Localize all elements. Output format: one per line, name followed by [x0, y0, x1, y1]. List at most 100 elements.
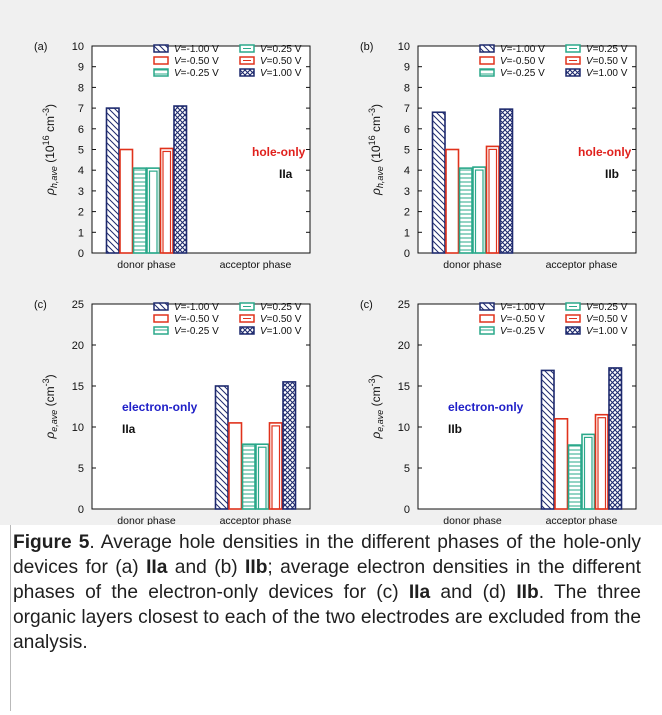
legend-label: V=-0.25 V [500, 326, 545, 337]
y-tick-label: 0 [404, 248, 410, 260]
y-tick-label: 9 [404, 62, 410, 74]
y-axis-label: ρh,ave (1016 cm-3) [41, 104, 59, 196]
bar-inner-outline [474, 169, 484, 254]
device-name-annotation: IIb [448, 422, 462, 436]
bar [132, 167, 147, 254]
bar-inner-outline [597, 417, 607, 510]
y-axis-label: ρe,ave (cm-3) [41, 374, 59, 439]
x-category-label: donor phase [117, 259, 176, 271]
y-tick-label: 8 [404, 82, 410, 94]
legend-swatch [479, 68, 495, 77]
x-category-label: acceptor phase [546, 259, 618, 271]
bar [499, 108, 514, 254]
legend-label: V=1.00 V [260, 68, 302, 79]
x-category-label: acceptor phase [220, 515, 292, 525]
y-tick-label: 15 [72, 381, 84, 393]
legend-swatch [153, 68, 169, 77]
panel-1: 0 1 2 3 4 5 6 7 8 9 10 (a) ρh,ave (1016 cm-3) donor p… [34, 41, 311, 271]
bar-inner-outline [583, 436, 593, 510]
y-tick-label: 10 [398, 41, 410, 53]
legend-swatch [479, 302, 495, 311]
legend-swatch [479, 56, 495, 65]
bar-inner-outline [271, 425, 281, 510]
figure-svg: 0 1 2 3 4 5 6 7 8 9 10 (a) ρh,ave (1016 cm-3) donor p… [34, 41, 637, 525]
device-type-annotation: electron-only [122, 400, 198, 414]
legend-label: V=-0.25 V [500, 68, 545, 79]
y-axis-label: ρh,ave (1016 cm-3) [367, 104, 385, 196]
y-tick-label: 3 [78, 186, 84, 198]
legend-label: V=0.50 V [260, 314, 302, 325]
device-type-annotation: hole-only [252, 145, 306, 159]
bar [554, 417, 569, 510]
legend-label: V=-1.00 V [500, 44, 545, 55]
legend-label: V=0.50 V [586, 314, 628, 325]
x-category-label: acceptor phase [220, 259, 292, 271]
y-tick-label: 10 [72, 41, 84, 53]
legend-swatch [153, 44, 169, 53]
legend-swatch [153, 314, 169, 323]
y-tick-label: 25 [72, 299, 84, 311]
device-name-annotation: IIb [605, 167, 619, 181]
bar [485, 145, 500, 254]
bar [581, 433, 596, 510]
bar [608, 367, 623, 510]
y-tick-label: 10 [72, 422, 84, 434]
y-tick-label: 20 [398, 340, 410, 352]
y-tick-label: 4 [78, 165, 84, 177]
panel-label: (b) [360, 41, 373, 53]
caption-figure-label: Figure 5 [13, 532, 90, 553]
panel-label: (c) [360, 299, 373, 311]
device-type-annotation: electron-only [448, 400, 524, 414]
y-tick-label: 4 [404, 165, 410, 177]
legend-label: V=0.50 V [260, 56, 302, 67]
legend-label: V=-0.50 V [500, 56, 545, 67]
legend-label: V=0.25 V [586, 44, 628, 55]
bar-inner-outline [162, 150, 172, 254]
bar [146, 167, 161, 254]
legend-label: V=0.25 V [260, 302, 302, 313]
y-tick-label: 1 [404, 227, 410, 239]
y-tick-label: 7 [404, 103, 410, 115]
x-category-label: acceptor phase [546, 515, 618, 525]
y-tick-label: 0 [404, 504, 410, 516]
bar [540, 369, 555, 510]
panel-3: 0 5 10 15 20 25 (c) ρe,ave (cm-3) donor phase acc… [34, 299, 311, 525]
bar [282, 381, 297, 510]
legend-label: V=-0.50 V [500, 314, 545, 325]
bar [268, 422, 283, 510]
panel-label: (a) [34, 41, 47, 53]
x-category-label: donor phase [117, 515, 176, 525]
bar [119, 148, 134, 254]
legend-label: V=0.25 V [586, 302, 628, 313]
y-tick-label: 25 [398, 299, 410, 311]
caption-body: . Average hole densities in the differen… [13, 532, 641, 653]
y-tick-label: 0 [78, 504, 84, 516]
bar [594, 413, 609, 510]
y-tick-label: 6 [404, 124, 410, 136]
legend-label: V=1.00 V [260, 326, 302, 337]
bar [255, 443, 270, 510]
bar-inner-outline [488, 148, 498, 254]
y-tick-label: 7 [78, 103, 84, 115]
legend-label: V=-0.50 V [174, 56, 219, 67]
bar [567, 444, 582, 510]
panel-label: (c) [34, 299, 47, 311]
legend-label: V=-0.50 V [174, 314, 219, 325]
bar [472, 166, 487, 254]
legend-label: V=1.00 V [586, 68, 628, 79]
x-category-label: donor phase [443, 515, 502, 525]
y-tick-label: 2 [78, 207, 84, 219]
legend-swatch [479, 44, 495, 53]
bar [241, 443, 256, 510]
y-tick-label: 2 [404, 207, 410, 219]
x-category-label: donor phase [443, 259, 502, 271]
y-tick-label: 9 [78, 62, 84, 74]
legend-swatch [153, 326, 169, 335]
legend-label: V=-1.00 V [174, 302, 219, 313]
y-tick-label: 10 [398, 422, 410, 434]
y-axis-label: ρe,ave (cm-3) [367, 374, 385, 439]
device-name-annotation: IIa [122, 422, 136, 436]
bar [431, 111, 446, 254]
y-tick-label: 5 [404, 463, 410, 475]
bar-inner-outline [148, 170, 158, 254]
